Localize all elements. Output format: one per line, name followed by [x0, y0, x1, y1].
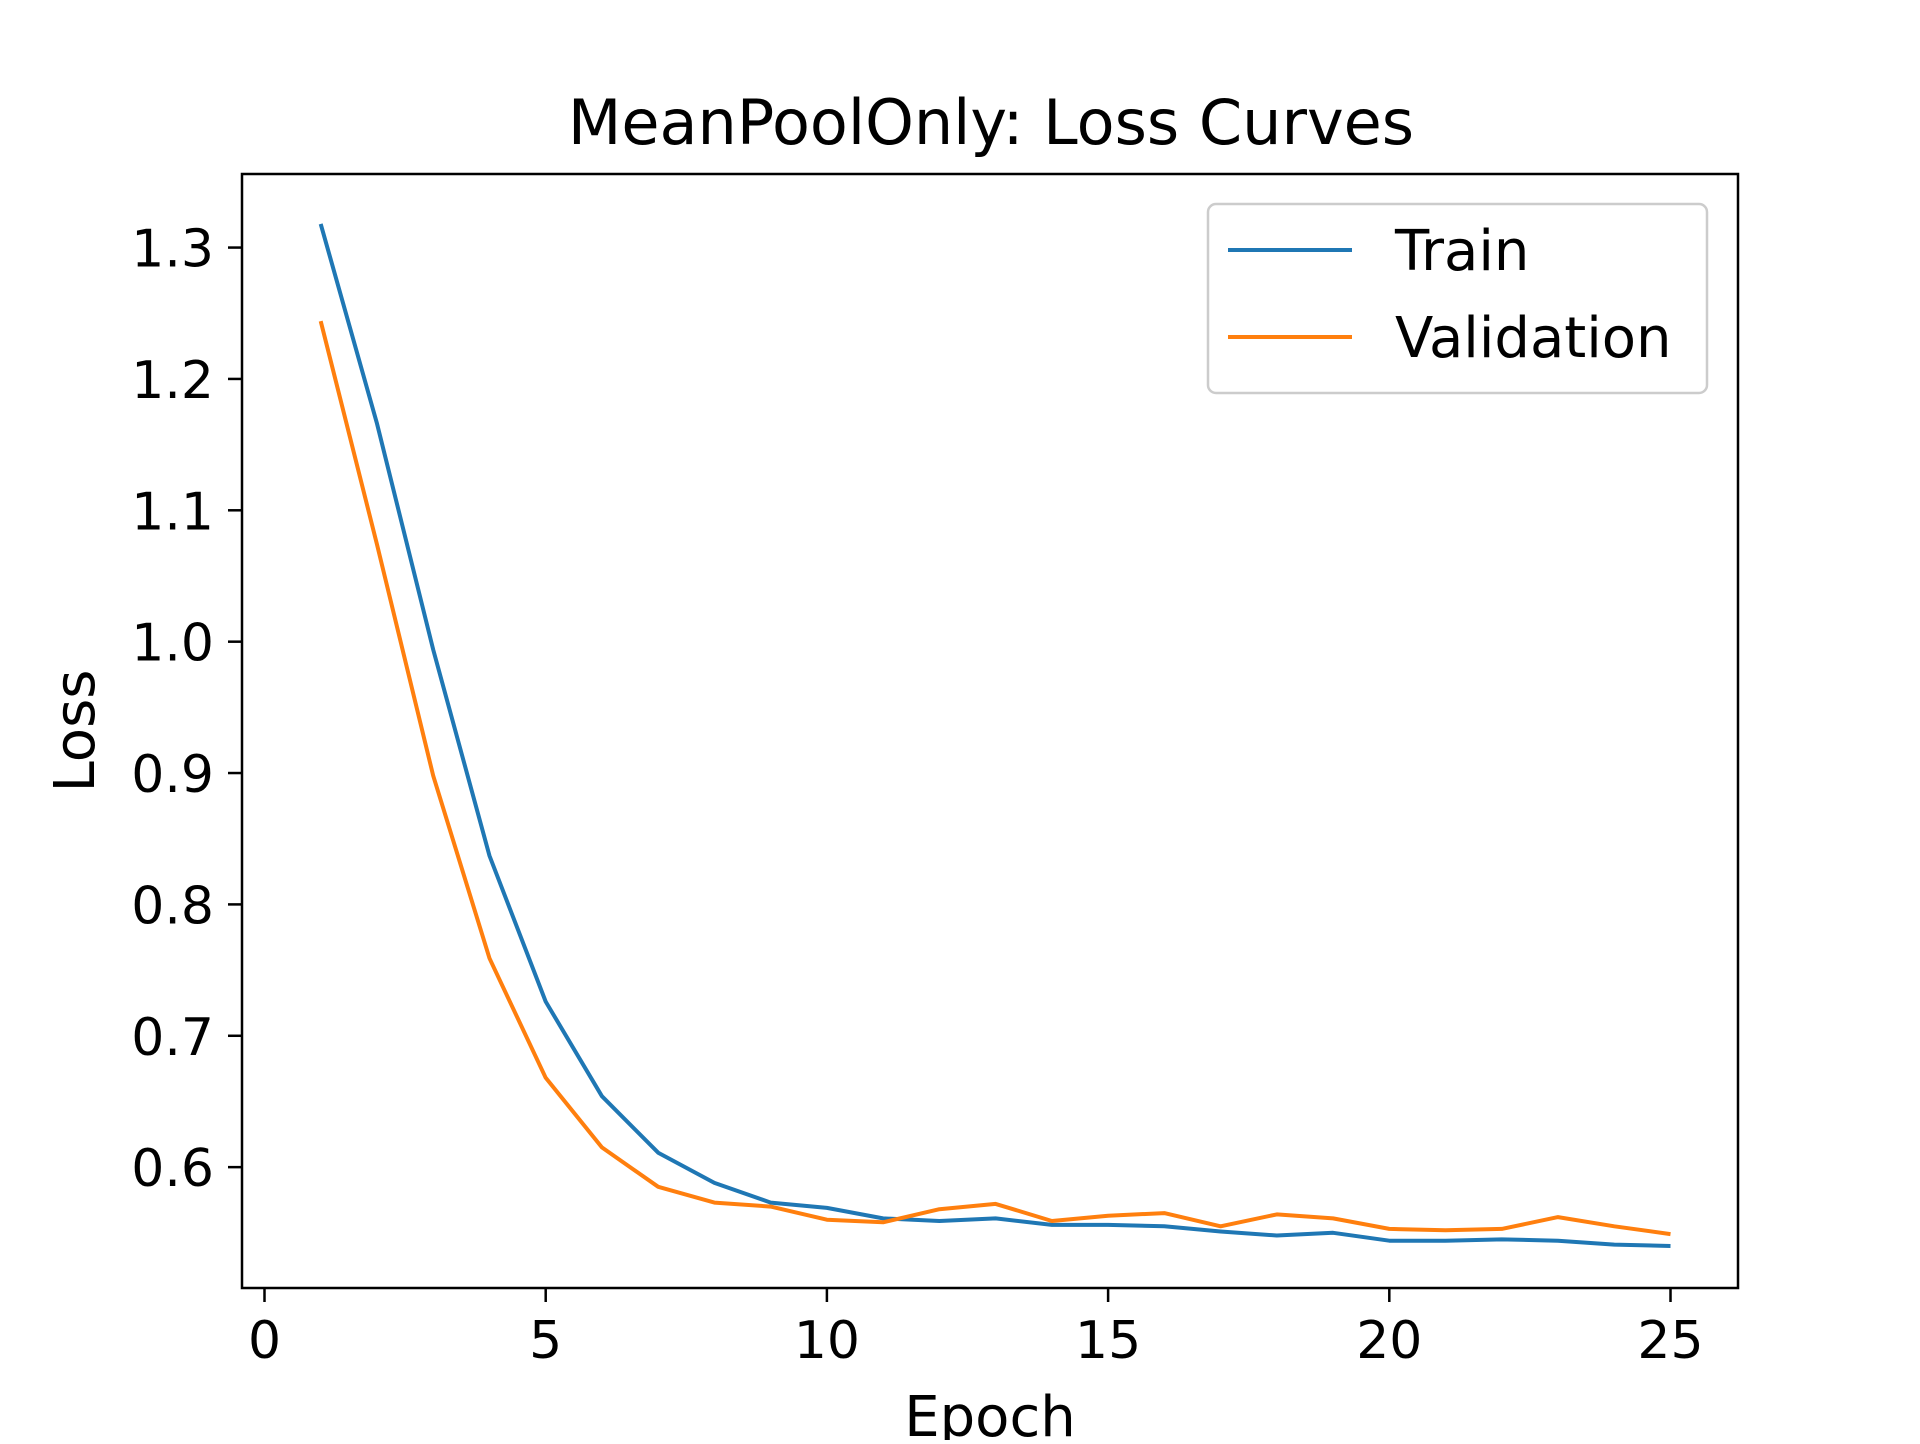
- y-axis-label: Loss: [43, 670, 108, 793]
- y-tick-label: 0.8: [131, 876, 214, 936]
- x-tick-label: 25: [1637, 1311, 1703, 1371]
- y-tick-label: 1.2: [131, 351, 214, 411]
- legend-label-validation: Validation: [1395, 306, 1672, 371]
- x-tick-label: 20: [1356, 1311, 1422, 1371]
- y-tick-label: 1.1: [131, 482, 214, 542]
- y-tick-label: 0.6: [131, 1139, 214, 1199]
- y-tick-label: 0.7: [131, 1008, 214, 1068]
- x-tick-label: 5: [529, 1311, 562, 1371]
- legend: Train Validation: [1206, 202, 1709, 395]
- x-tick-label: 10: [794, 1311, 860, 1371]
- series-line-train: [318, 223, 1671, 1248]
- legend-label-train: Train: [1394, 219, 1529, 284]
- plot-layer: [318, 223, 1671, 1248]
- y-tick-label: 0.9: [131, 745, 214, 805]
- x-tick-label: 0: [248, 1311, 281, 1371]
- x-axis-label: Epoch: [904, 1385, 1075, 1440]
- x-axis-ticks: 0 5 10 15 20 25: [248, 1288, 1704, 1371]
- series-line-validation: [318, 320, 1671, 1237]
- plot-area-frame: [240, 172, 1740, 1290]
- y-tick-label: 1.3: [131, 220, 214, 280]
- y-axis-ticks: 0.6 0.7 0.8 0.9 1.0 1.1 1.2 1.3: [131, 220, 242, 1199]
- x-tick-label: 15: [1075, 1311, 1141, 1371]
- y-tick-label: 1.0: [131, 614, 214, 674]
- chart-title: MeanPoolOnly: Loss Curves: [568, 86, 1414, 159]
